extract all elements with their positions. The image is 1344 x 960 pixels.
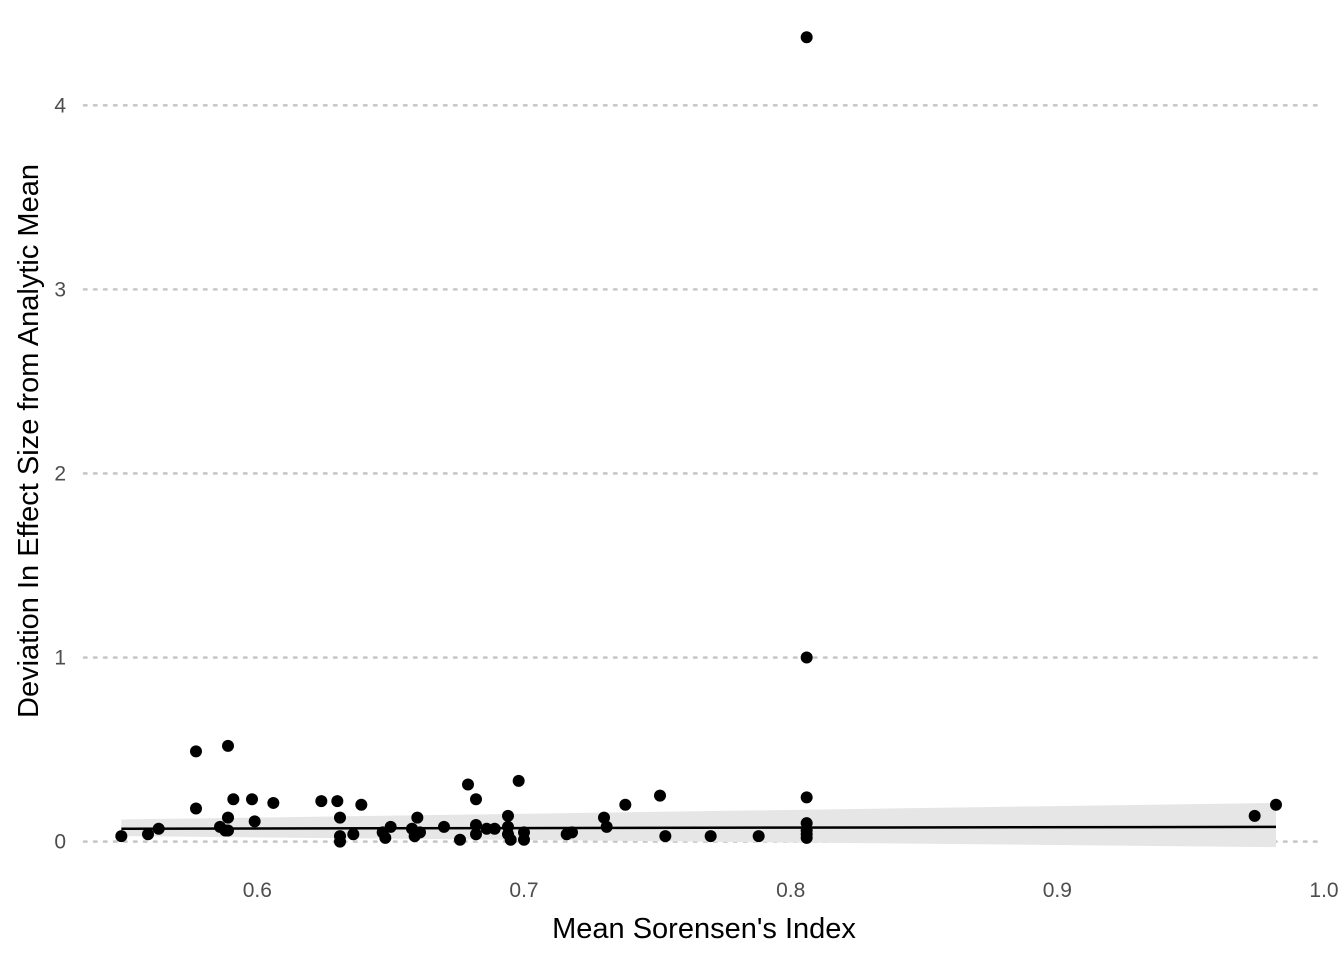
data-point <box>800 31 813 44</box>
data-point <box>800 791 813 804</box>
data-point <box>600 820 613 833</box>
y-axis-title: Deviation In Effect Size from Analytic M… <box>13 164 45 718</box>
y-tick-label: 2 <box>54 462 66 485</box>
data-point <box>222 739 234 752</box>
data-point <box>384 820 397 833</box>
data-point <box>470 828 482 841</box>
data-point <box>752 830 765 843</box>
data-point <box>355 798 368 811</box>
x-axis-ticks: 0.6 0.7 0.8 0.9 1.0 <box>243 879 1339 902</box>
data-point <box>704 830 717 843</box>
x-tick-label: 0.9 <box>1043 879 1072 902</box>
data-point <box>504 833 517 846</box>
y-axis-ticks: 0 1 2 3 4 <box>54 94 66 853</box>
data-point <box>454 833 466 846</box>
data-point <box>598 811 610 824</box>
data-point <box>222 824 234 837</box>
data-point <box>142 828 154 841</box>
data-point <box>379 831 392 844</box>
data-point <box>1248 809 1261 822</box>
data-point <box>1270 798 1282 811</box>
data-point <box>248 815 261 828</box>
data-point <box>227 793 240 806</box>
data-points <box>115 31 1282 848</box>
x-tick-label: 0.7 <box>509 879 538 902</box>
data-point <box>190 745 202 758</box>
data-point <box>619 798 632 811</box>
y-tick-label: 3 <box>54 278 66 301</box>
data-point <box>190 802 202 815</box>
y-tick-label: 4 <box>54 94 66 117</box>
data-point <box>315 795 328 808</box>
x-tick-label: 0.6 <box>243 879 272 902</box>
data-point <box>462 778 474 791</box>
x-tick-label: 0.8 <box>776 879 805 902</box>
grid-lines <box>82 104 1326 843</box>
trend-line <box>121 825 1277 830</box>
data-point <box>800 831 813 844</box>
data-point <box>502 809 514 822</box>
data-point <box>267 796 280 809</box>
data-point <box>654 789 666 802</box>
data-point <box>246 793 258 806</box>
data-point <box>488 822 501 835</box>
data-point <box>566 826 578 839</box>
data-point <box>331 795 344 808</box>
data-point <box>512 774 525 787</box>
data-point <box>800 651 813 664</box>
data-point <box>115 830 128 843</box>
data-point <box>518 833 530 846</box>
data-point <box>334 811 346 824</box>
data-point <box>470 793 482 806</box>
data-point <box>222 811 234 824</box>
data-point <box>414 826 426 839</box>
data-point <box>659 830 672 843</box>
data-point <box>347 828 360 841</box>
x-axis-title: Mean Sorensen's Index <box>552 913 856 945</box>
x-tick-label: 1.0 <box>1309 879 1338 902</box>
data-point <box>411 811 424 824</box>
data-point <box>470 819 482 832</box>
y-tick-label: 1 <box>54 647 66 670</box>
y-tick-label: 0 <box>54 831 66 854</box>
data-point <box>334 835 346 848</box>
data-point <box>438 820 450 833</box>
trend-line-group <box>121 825 1277 830</box>
data-point <box>152 822 165 835</box>
